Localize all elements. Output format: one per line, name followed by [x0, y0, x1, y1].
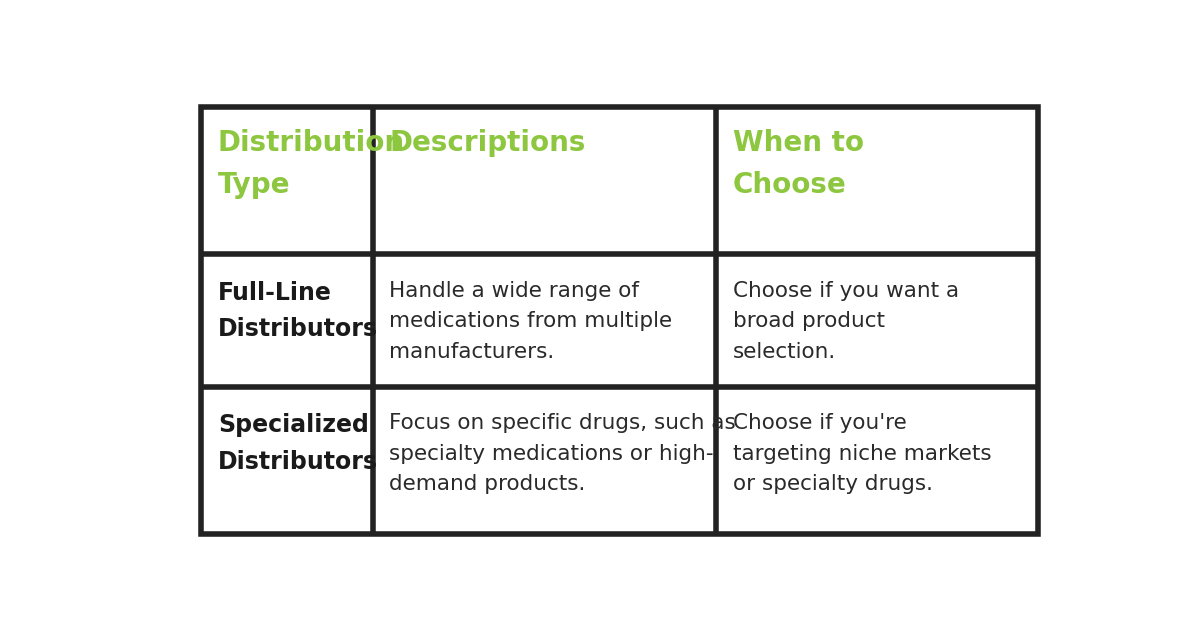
Text: Distribution
Type: Distribution Type: [218, 129, 406, 199]
Text: Focus on specific drugs, such as
specialty medications or high-
demand products.: Focus on specific drugs, such as special…: [390, 413, 737, 494]
Bar: [202, 107, 1038, 534]
Text: Specialized
Distributors: Specialized Distributors: [218, 413, 378, 474]
Text: Choose if you want a
broad product
selection.: Choose if you want a broad product selec…: [733, 281, 959, 362]
Text: When to
Choose: When to Choose: [733, 129, 864, 199]
Text: Choose if you're
targeting niche markets
or specialty drugs.: Choose if you're targeting niche markets…: [733, 413, 991, 494]
Text: Full-Line
Distributors: Full-Line Distributors: [218, 281, 378, 341]
Text: Handle a wide range of
medications from multiple
manufacturers.: Handle a wide range of medications from …: [390, 281, 672, 362]
Text: Descriptions: Descriptions: [390, 129, 586, 157]
